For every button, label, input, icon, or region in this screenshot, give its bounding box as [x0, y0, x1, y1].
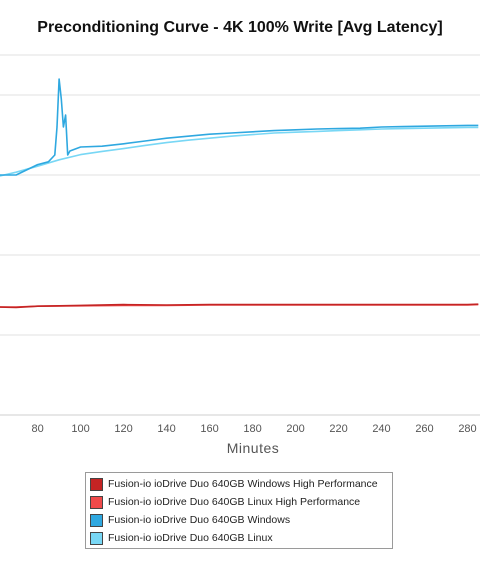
legend-item: Fusion-io ioDrive Duo 640GB Linux High P… — [90, 494, 360, 510]
x-tick-label: 260 — [415, 423, 433, 435]
legend-swatch — [90, 495, 103, 509]
x-tick-label: 160 — [200, 423, 218, 435]
legend-item: Fusion-io ioDrive Duo 640GB Windows — [90, 512, 290, 528]
series-group — [0, 78, 479, 309]
series-line — [0, 303, 479, 309]
x-tick-label: 220 — [329, 423, 347, 435]
legend-swatch — [90, 513, 103, 527]
x-tick-label: 100 — [71, 423, 89, 435]
legend-label: Fusion-io ioDrive Duo 640GB Windows High… — [108, 478, 378, 490]
legend-swatch — [90, 477, 103, 491]
series-line — [0, 126, 479, 177]
x-tick-label: 280 — [458, 423, 476, 435]
gridlines — [0, 54, 480, 416]
x-tick-label: 240 — [372, 423, 390, 435]
x-tick-label: 140 — [157, 423, 175, 435]
series-line — [0, 78, 479, 176]
legend-item: Fusion-io ioDrive Duo 640GB Windows High… — [90, 476, 378, 492]
x-tick-label: 80 — [31, 423, 43, 435]
x-tick-label: 180 — [243, 423, 261, 435]
legend-swatch — [90, 531, 103, 545]
legend-label: Fusion-io ioDrive Duo 640GB Windows — [108, 514, 291, 526]
plot-area: 80 100 120 140 160 180 200 220 240 260 280 — [0, 54, 480, 435]
x-tick-labels: 80 100 120 140 160 180 200 220 240 260 280 — [31, 423, 476, 435]
legend-label: Fusion-io ioDrive Duo 640GB Linux — [108, 532, 273, 544]
x-axis-title: Minutes — [226, 440, 280, 456]
x-tick-label: 120 — [114, 423, 132, 435]
legend-label: Fusion-io ioDrive Duo 640GB Linux High P… — [108, 496, 361, 508]
chart-title: Preconditioning Curve - 4K 100% Write [A… — [37, 19, 443, 36]
legend-item: Fusion-io ioDrive Duo 640GB Linux — [90, 530, 273, 546]
legend: Fusion-io ioDrive Duo 640GB Windows High… — [85, 472, 393, 549]
x-tick-label: 200 — [286, 423, 304, 435]
